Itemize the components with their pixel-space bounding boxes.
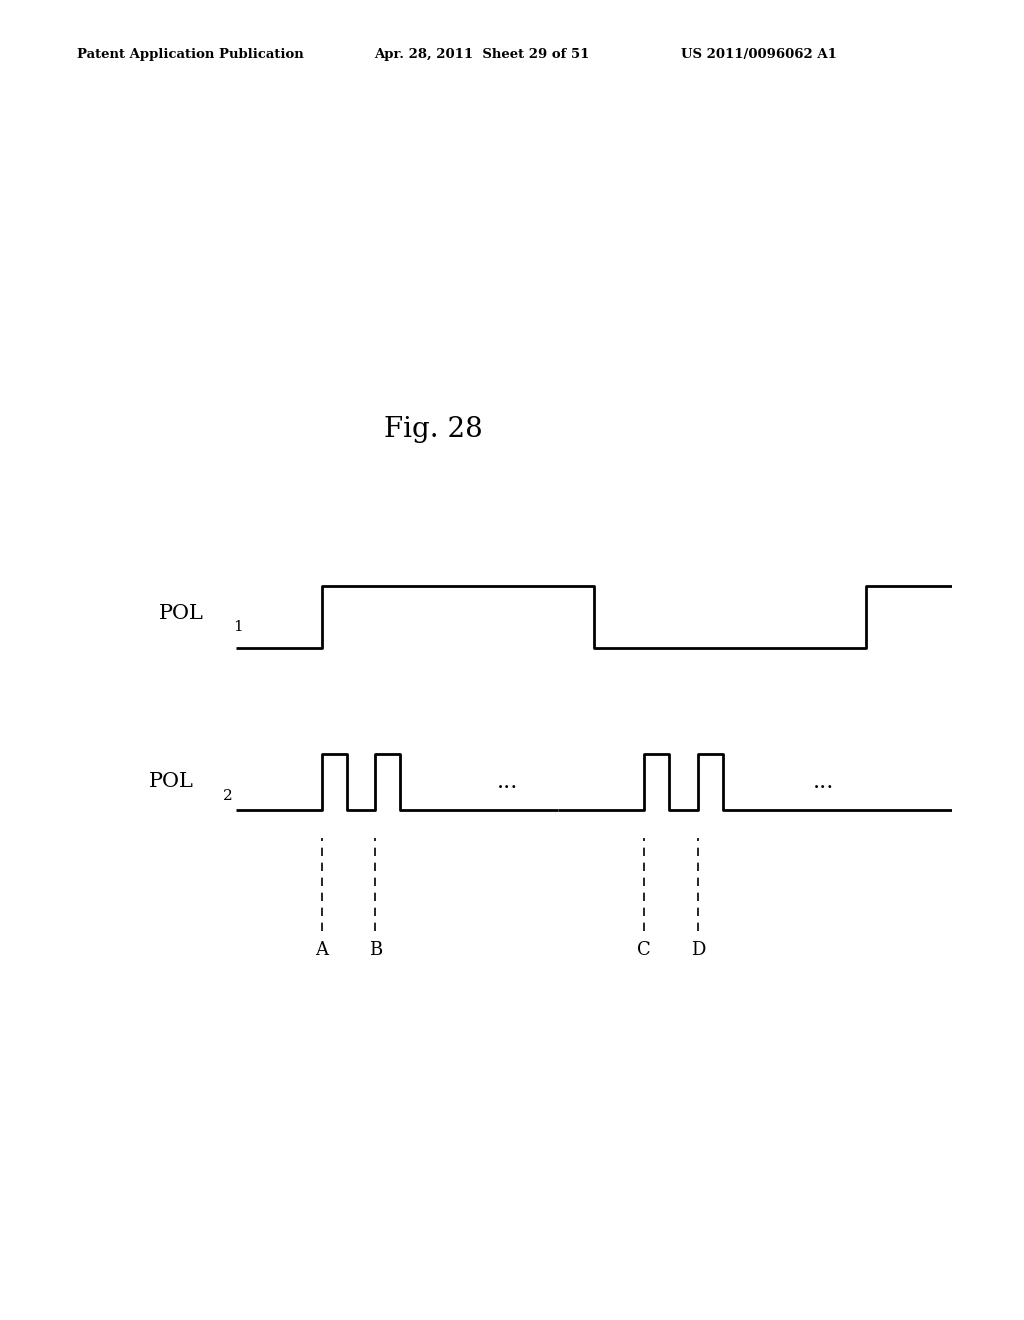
Text: Apr. 28, 2011  Sheet 29 of 51: Apr. 28, 2011 Sheet 29 of 51 <box>374 48 589 61</box>
Text: B: B <box>369 941 382 960</box>
Text: US 2011/0096062 A1: US 2011/0096062 A1 <box>681 48 837 61</box>
Text: Fig. 28: Fig. 28 <box>384 416 482 442</box>
Text: 1: 1 <box>233 620 244 634</box>
Text: ...: ... <box>498 771 518 793</box>
Text: Patent Application Publication: Patent Application Publication <box>77 48 303 61</box>
Text: POL: POL <box>148 772 194 791</box>
Text: 2: 2 <box>223 789 233 803</box>
Text: C: C <box>637 941 651 960</box>
Text: A: A <box>315 941 328 960</box>
Text: ...: ... <box>813 771 834 793</box>
Text: D: D <box>690 941 706 960</box>
Text: POL: POL <box>159 605 204 623</box>
